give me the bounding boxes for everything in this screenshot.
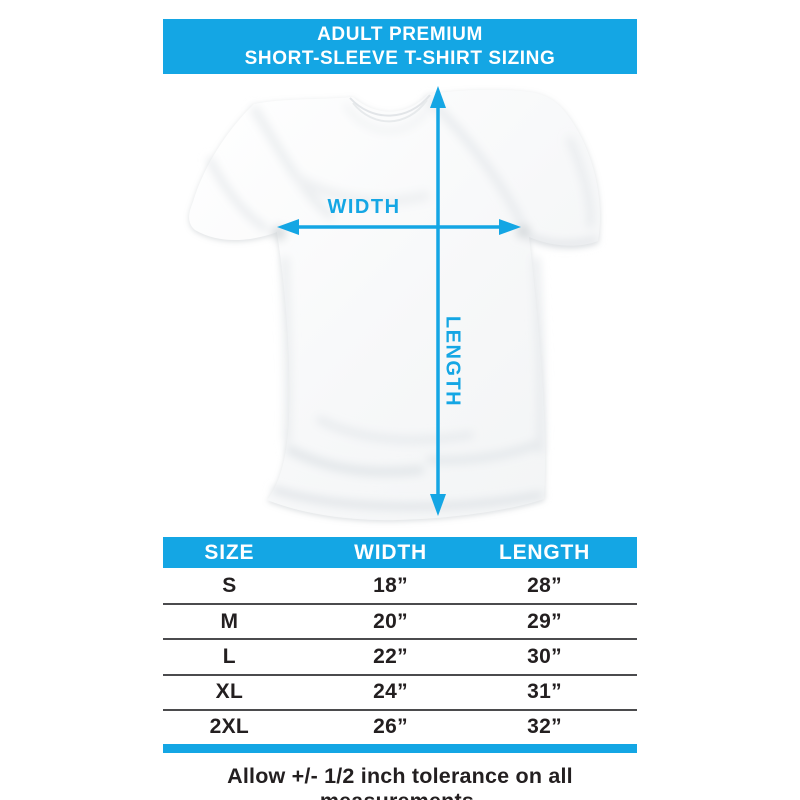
cell-width: 18” bbox=[373, 573, 408, 597]
table-row: 2XL 26” 32” bbox=[163, 708, 637, 744]
tshirt-shape bbox=[189, 89, 600, 521]
tshirt-collar bbox=[343, 94, 435, 133]
cell-length: 31” bbox=[527, 680, 562, 704]
header-length: LENGTH bbox=[498, 540, 591, 564]
cell-size: XL bbox=[215, 680, 244, 704]
length-dimension-label: LENGTH bbox=[441, 315, 464, 408]
table-row: XL 24” 31” bbox=[163, 673, 637, 709]
banner-line-1: ADULT PREMIUM bbox=[317, 24, 483, 45]
length-arrow bbox=[430, 86, 446, 516]
title-banner: ADULT PREMIUM SHORT-SLEEVE T-SHIRT SIZIN… bbox=[163, 19, 637, 74]
cell-length: 32” bbox=[527, 715, 562, 739]
header-width: WIDTH bbox=[354, 540, 427, 564]
table-row: L 22” 30” bbox=[163, 638, 637, 673]
tshirt-shading bbox=[207, 96, 598, 510]
table-header-row: SIZE WIDTH LENGTH bbox=[163, 537, 637, 568]
cell-size: 2XL bbox=[209, 715, 250, 739]
width-arrow bbox=[277, 219, 521, 235]
cell-width: 24” bbox=[373, 680, 408, 704]
cell-width: 20” bbox=[373, 609, 408, 633]
tshirt-diagram bbox=[189, 86, 600, 521]
table-row: S 18” 28” bbox=[163, 568, 637, 603]
table-row: M 20” 29” bbox=[163, 603, 637, 638]
cell-size: S bbox=[222, 573, 237, 597]
cell-width: 22” bbox=[373, 644, 408, 668]
cell-size: L bbox=[222, 644, 236, 668]
cell-length: 29” bbox=[527, 609, 562, 633]
cell-size: M bbox=[220, 609, 239, 633]
size-table: SIZE WIDTH LENGTH S 18” 28” M 20” 29” L … bbox=[163, 537, 637, 800]
cell-length: 30” bbox=[527, 644, 562, 668]
banner-line-2: SHORT-SLEEVE T-SHIRT SIZING bbox=[244, 47, 556, 69]
table-bottom-bar bbox=[163, 743, 637, 753]
tolerance-note: Allow +/- 1/2 inch tolerance on all meas… bbox=[227, 763, 573, 800]
cell-width: 26” bbox=[373, 715, 408, 739]
cell-length: 28” bbox=[527, 573, 562, 597]
width-dimension-label: WIDTH bbox=[327, 196, 401, 218]
header-size: SIZE bbox=[204, 540, 255, 564]
